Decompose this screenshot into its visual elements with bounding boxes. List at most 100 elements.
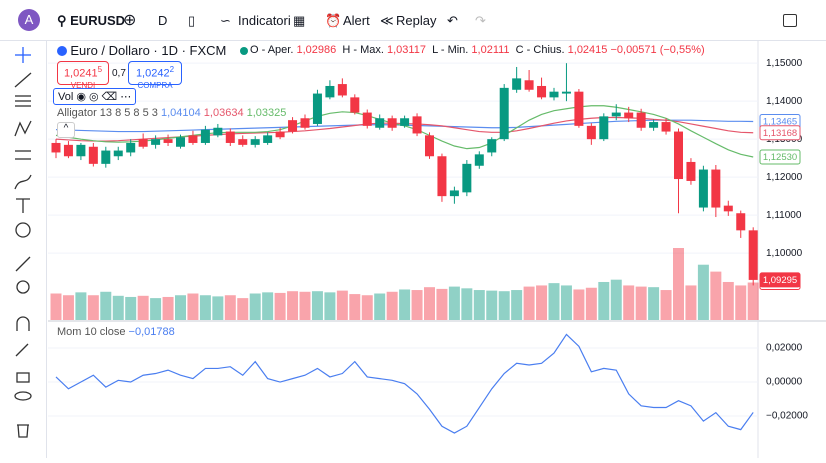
spread: 0,7 — [112, 68, 126, 79]
candle-body — [76, 144, 86, 157]
volume-bar — [237, 298, 249, 320]
collapse-button[interactable]: ^ — [57, 122, 75, 138]
replay-icon[interactable]: ≪ — [380, 13, 394, 28]
high: 1,03117 — [387, 44, 426, 56]
volume-bar — [199, 295, 211, 320]
volume-bar — [536, 285, 548, 320]
ohlc-row: O - Aper. 1,02986 H - Max. 1,03117 L - M… — [250, 44, 705, 56]
candle-body — [425, 135, 434, 157]
crosshair[interactable] — [15, 47, 31, 63]
price-label-box — [759, 149, 801, 165]
price-label: 1,13168 — [763, 128, 797, 139]
volume-bar — [511, 290, 523, 320]
sell-button[interactable]: 1,02415 VENDI — [57, 61, 109, 90]
volume-bar — [411, 290, 423, 320]
trash[interactable] — [17, 424, 29, 438]
interval[interactable]: D — [158, 13, 168, 28]
lock-draw[interactable] — [15, 343, 29, 357]
candle-body — [674, 131, 683, 180]
candle-body — [163, 139, 173, 143]
volume-bar — [399, 289, 411, 320]
price-label-box — [759, 125, 801, 141]
volume-bar — [635, 286, 647, 320]
volume-bar — [62, 295, 74, 320]
volume-bar — [548, 283, 560, 320]
trend-line[interactable] — [14, 72, 32, 88]
volume-bar — [262, 292, 274, 320]
chart-type[interactable]: ▯ — [188, 13, 196, 28]
candle-body — [325, 85, 335, 98]
volume-bar — [486, 290, 498, 320]
indicators[interactable]: Indicatori — [238, 13, 291, 28]
layouts[interactable]: ▦ — [293, 13, 306, 28]
volume-bar — [224, 295, 236, 320]
volume-bar — [374, 293, 386, 320]
alert-icon[interactable]: ⏰ — [325, 13, 342, 28]
volume-bar — [187, 293, 199, 320]
mom-title: Mom 10 close — [57, 326, 126, 338]
icons[interactable] — [15, 222, 31, 238]
volume-legend[interactable]: Vol ◉ ◎ ⌫ ⋯ — [53, 88, 137, 105]
left-toolbar — [0, 41, 47, 458]
redo[interactable]: ↷ — [475, 13, 486, 28]
buy-pip: 2 — [169, 65, 175, 74]
ruler[interactable] — [15, 256, 31, 272]
candle-body — [400, 118, 410, 126]
replay[interactable]: Replay — [396, 13, 437, 28]
candle-body — [337, 84, 347, 96]
magnet[interactable] — [16, 316, 30, 331]
avatar[interactable]: A — [18, 9, 40, 31]
indicator-value: 1,03634 — [203, 107, 244, 119]
volume-bar — [560, 285, 572, 320]
alert[interactable]: Alert — [343, 13, 370, 28]
volume-bar — [175, 295, 186, 320]
candle-body — [387, 118, 397, 128]
volume-bar — [523, 286, 535, 320]
volume-bar — [610, 279, 622, 320]
sell-label: VENDI — [70, 80, 96, 90]
symbol-search[interactable]: ⚲ EURUSD — [57, 13, 126, 28]
brush[interactable] — [14, 174, 32, 190]
volume-bar — [660, 290, 672, 320]
candle-body — [599, 116, 609, 140]
candle-body — [312, 93, 322, 124]
volume-bar — [685, 285, 697, 320]
candle-body — [686, 161, 696, 181]
volume-bar — [697, 264, 709, 320]
zoom[interactable] — [16, 280, 30, 294]
candle-body — [537, 85, 547, 98]
indicator-value: 1,04104 — [160, 107, 201, 119]
indicators-icon[interactable]: ∽ — [220, 13, 231, 28]
candle-body — [487, 139, 497, 153]
candle-body — [661, 122, 671, 132]
visibility[interactable] — [14, 391, 32, 401]
close-label: C - Chius. — [515, 44, 565, 56]
volume-bar — [598, 281, 610, 320]
text-tool[interactable] — [16, 198, 30, 213]
volume-bar — [299, 291, 311, 320]
volume-bar — [311, 291, 323, 320]
buy-button[interactable]: 1,02422 COMPRA — [128, 61, 182, 90]
lock[interactable] — [16, 372, 30, 383]
volume-bar — [648, 287, 660, 320]
buy-price: 1,0242 — [135, 67, 170, 80]
prediction[interactable] — [15, 150, 31, 160]
price-label-box — [759, 272, 801, 288]
volume-bar — [274, 292, 286, 320]
candle-body — [611, 112, 621, 117]
undo[interactable]: ↶ — [447, 13, 458, 28]
volume-bar — [349, 294, 361, 320]
fullscreen[interactable] — [783, 14, 797, 27]
volume-bar — [336, 290, 348, 320]
candle-body — [113, 150, 123, 157]
candle-body — [51, 142, 61, 153]
open: 1,02986 — [296, 44, 337, 56]
fib[interactable] — [15, 95, 31, 107]
candle-body — [300, 118, 310, 128]
candle-body — [151, 139, 161, 145]
add-symbol[interactable]: ⊕ — [123, 12, 137, 29]
candle-body — [499, 87, 509, 140]
symbol-icon — [57, 46, 67, 56]
candle-body — [474, 154, 484, 166]
pattern[interactable] — [14, 120, 32, 137]
